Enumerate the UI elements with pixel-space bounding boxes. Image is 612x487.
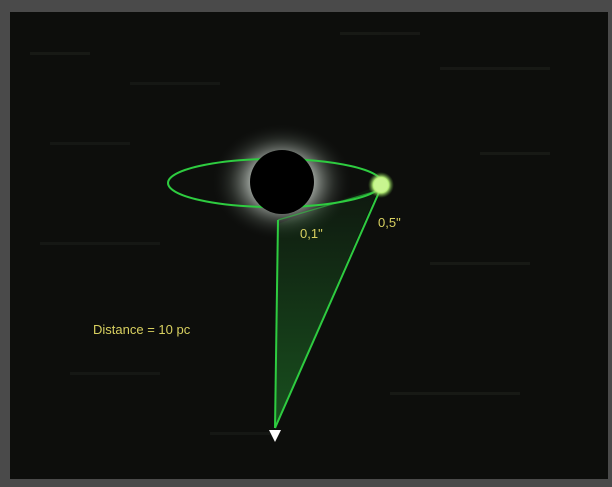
outer-sightline <box>274 189 381 429</box>
inner-sightline <box>274 219 279 429</box>
distance-label: Distance = 10 pc <box>93 322 191 337</box>
planet-core <box>374 178 388 192</box>
baseline-line <box>277 189 381 221</box>
outer-angle-label: 0,5" <box>378 215 401 230</box>
inner-angle-label: 0,1" <box>300 226 323 241</box>
coronagraph-mask <box>250 150 314 214</box>
observer-marker <box>269 430 281 442</box>
diagram-panel: 0,1" 0,5" Distance = 10 pc <box>10 12 608 479</box>
background-noise <box>30 32 550 435</box>
astrometry-diagram: 0,1" 0,5" Distance = 10 pc <box>30 32 550 442</box>
